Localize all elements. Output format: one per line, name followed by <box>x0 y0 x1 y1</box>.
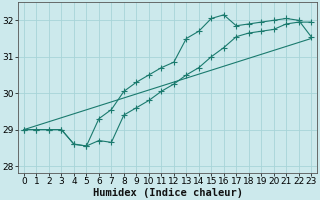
X-axis label: Humidex (Indice chaleur): Humidex (Indice chaleur) <box>92 188 243 198</box>
